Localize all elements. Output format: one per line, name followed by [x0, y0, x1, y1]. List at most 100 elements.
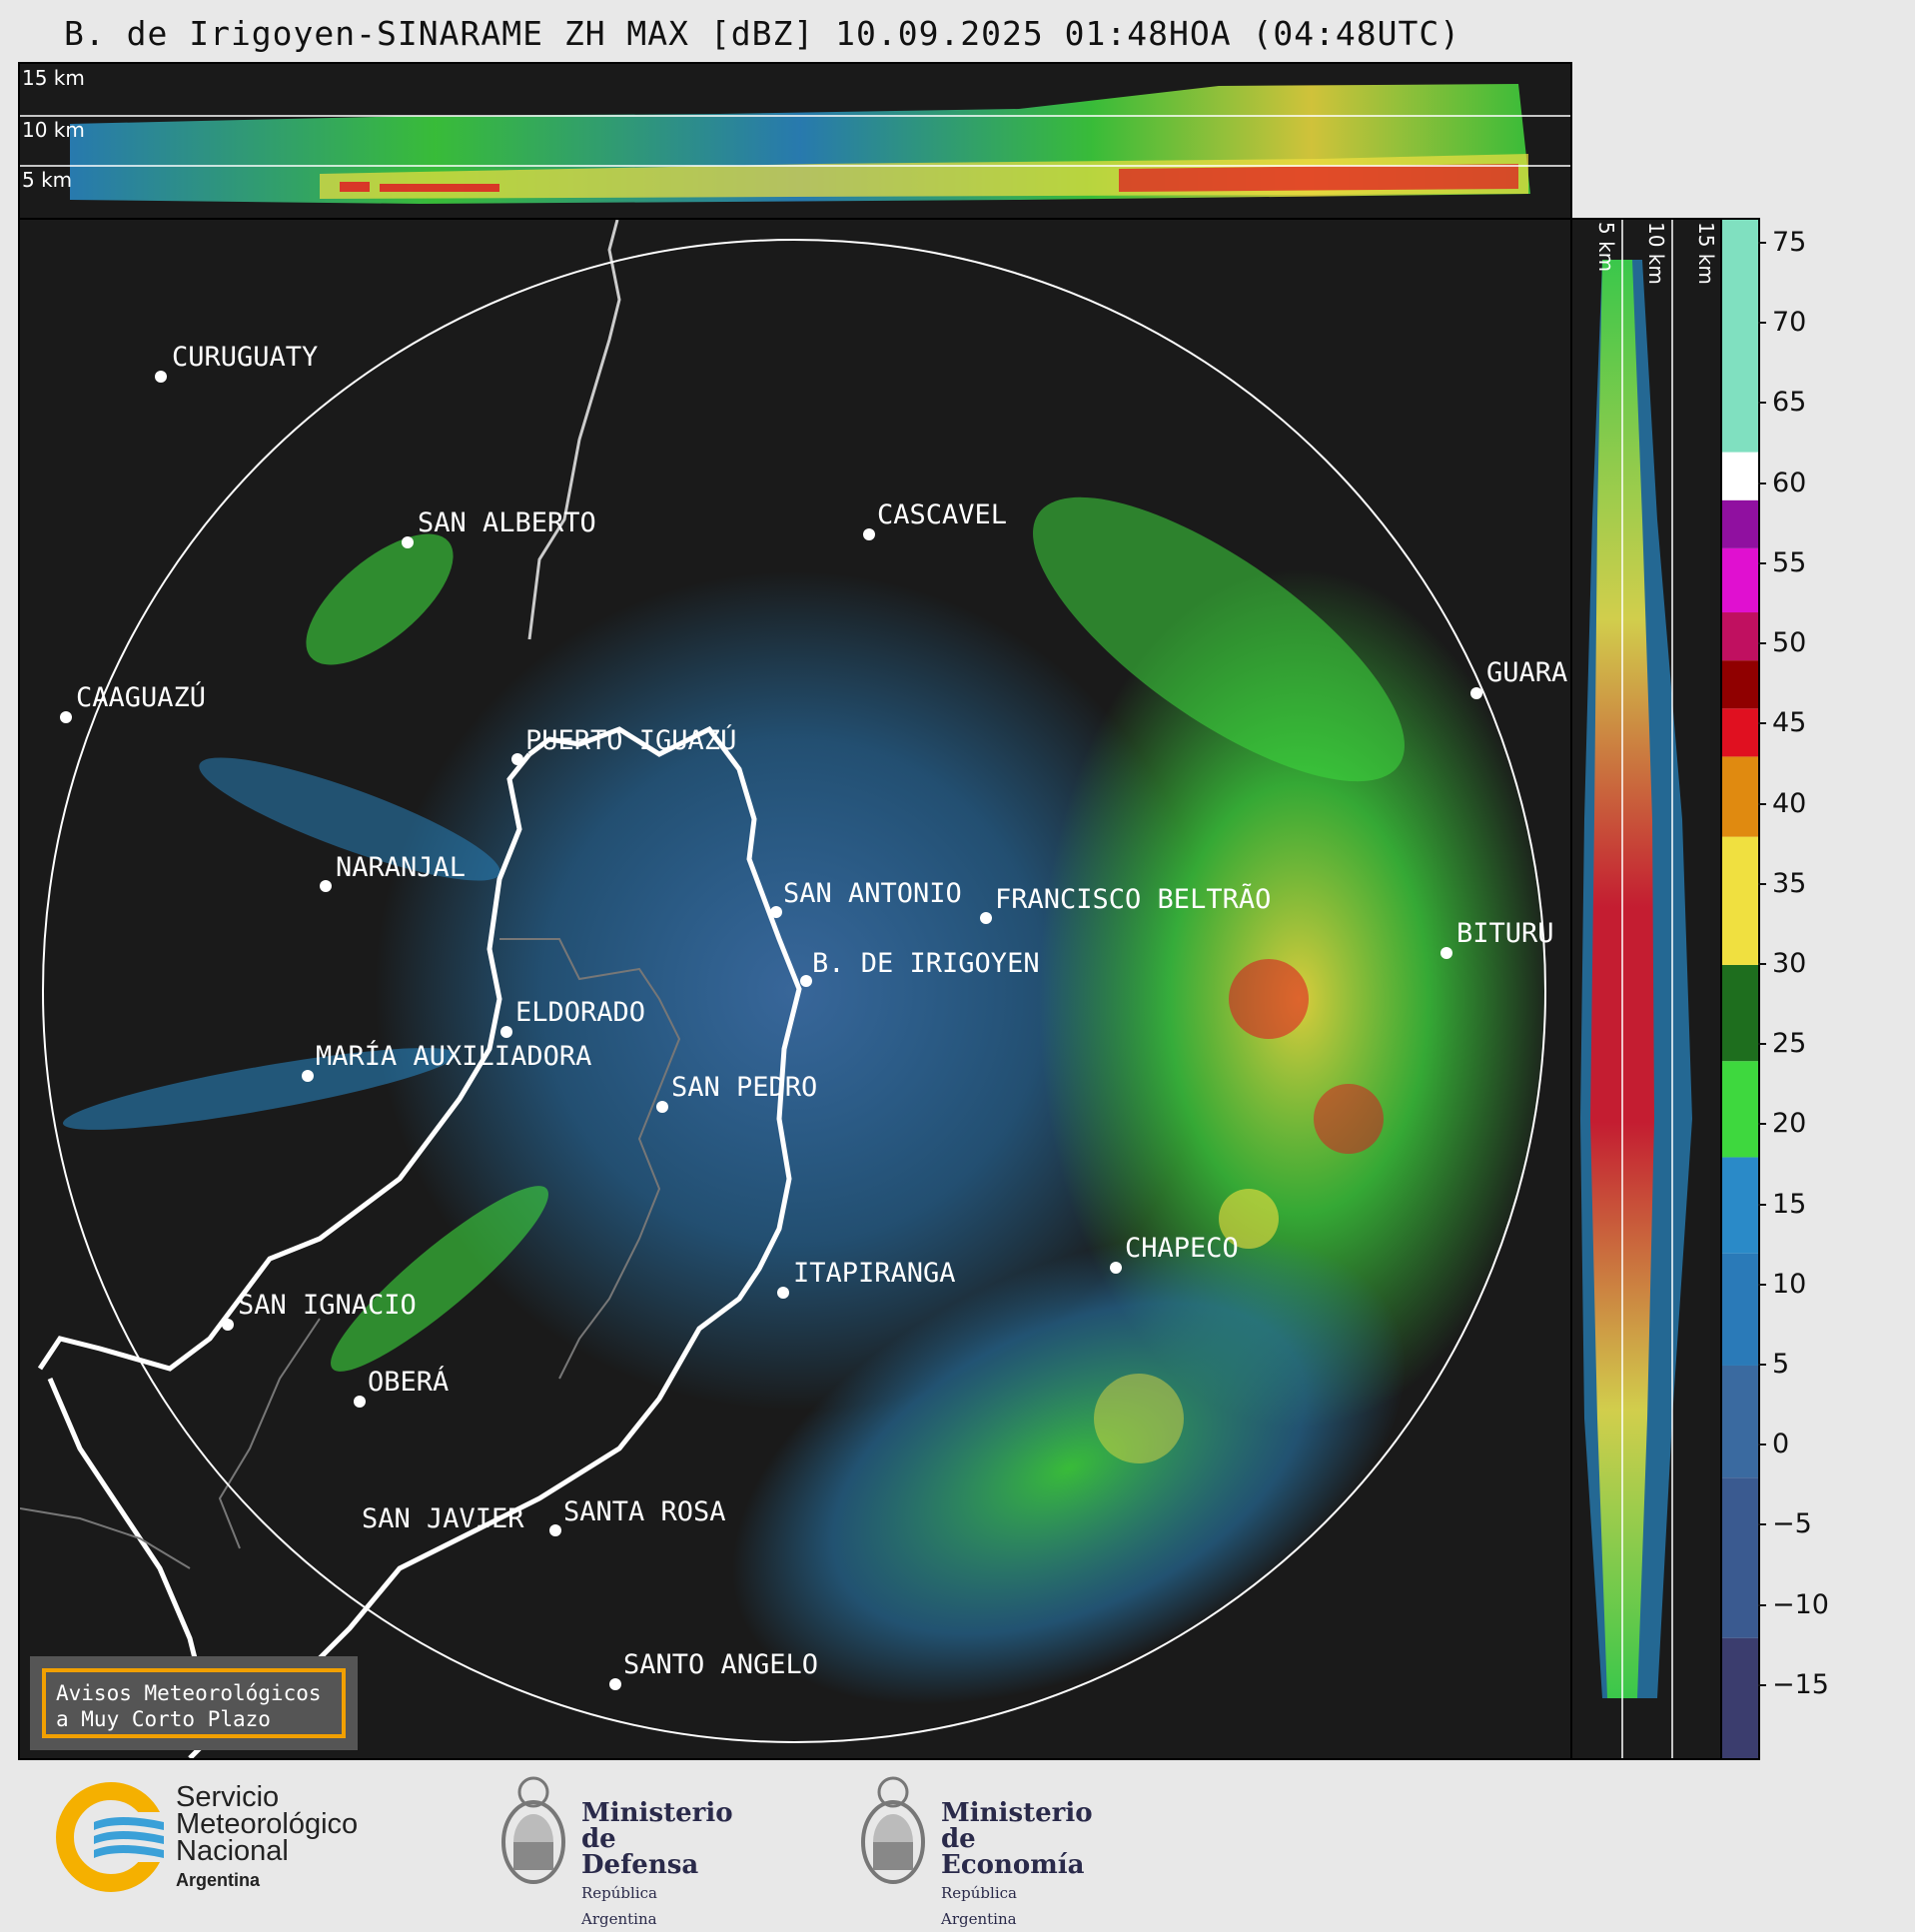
city-eldorado: ELDORADO — [515, 997, 645, 1028]
colorbar-tick-label: 45 — [1772, 707, 1807, 739]
defensa-line-2: de Defensa — [581, 1824, 699, 1880]
colorbar-tick-label: 40 — [1772, 787, 1807, 819]
colorbar-tick-mark — [1758, 642, 1766, 645]
colorbar-band — [1722, 836, 1758, 965]
economia-text: Ministerio de Economía República Argenti… — [941, 1800, 1093, 1932]
side-alt-label-15: 15 km — [1694, 222, 1718, 285]
colorbar-band — [1722, 1253, 1758, 1366]
colorbar-tick-mark — [1758, 402, 1766, 405]
colorbar-band — [1722, 547, 1758, 613]
colorbar-band — [1722, 708, 1758, 757]
colorbar-tick-label: 15 — [1772, 1188, 1807, 1220]
colorbar-ticks: 75 70 65 60 55 50 45 40 35 30 25 20 15 10 5 0 −5 −10 −15 — [1758, 218, 1858, 1756]
colorbar-tick-mark — [1758, 1363, 1766, 1366]
defensa-line-1: Ministerio — [581, 1798, 733, 1828]
colorbar-tick-mark — [1758, 1203, 1766, 1206]
defensa-text: Ministerio de Defensa República Argentin… — [581, 1800, 733, 1932]
colorbar-tick-label: 0 — [1772, 1429, 1790, 1460]
colorbar-tick-mark — [1758, 561, 1766, 564]
colorbar-band — [1722, 1365, 1758, 1478]
colorbar-tick-label: 65 — [1772, 387, 1807, 419]
colorbar — [1720, 218, 1760, 1760]
city-bituru: BITURU — [1456, 918, 1554, 949]
colorbar-tick-mark — [1758, 802, 1766, 805]
city-guara: GUARA — [1486, 657, 1567, 688]
colorbar-band — [1722, 660, 1758, 709]
city-caaguazu: CAAGUAZÚ — [76, 681, 206, 713]
city-maria-auxiliadora: MARÍA AUXILIADORA — [316, 1040, 591, 1072]
smn-line-4: Argentina — [176, 1870, 261, 1890]
smn-line-3: Nacional — [176, 1835, 289, 1867]
colorbar-tick-mark — [1758, 1683, 1766, 1686]
side-cross-section-graphic — [1580, 220, 1692, 1758]
colorbar-band — [1722, 756, 1758, 837]
colorbar-band — [1722, 220, 1758, 453]
city-san-pedro: SAN PEDRO — [671, 1072, 817, 1103]
side-alt-label-5: 5 km — [1594, 222, 1618, 273]
colorbar-tick-label: 70 — [1772, 307, 1807, 339]
radar-map-graphic: CURUGUATY SAN ALBERTO CASCAVEL CAAGUAZÚ … — [20, 220, 1567, 1758]
colorbar-tick-label: 25 — [1772, 1028, 1807, 1060]
coat-of-arms-icon — [861, 1776, 925, 1884]
side-alt-label-10: 10 km — [1644, 222, 1668, 285]
economia-line-3: República Argentina — [941, 1884, 1017, 1928]
colorbar-tick-label: 55 — [1772, 546, 1807, 578]
colorbar-tick-mark — [1758, 1123, 1766, 1126]
defensa-line-3: República Argentina — [581, 1884, 657, 1928]
smn-line-1: Servicio — [176, 1781, 280, 1813]
colorbar-tick-label: 20 — [1772, 1108, 1807, 1140]
colorbar-band — [1722, 1061, 1758, 1158]
smn-emblem-icon — [56, 1782, 166, 1892]
colorbar-tick-mark — [1758, 1444, 1766, 1447]
warning-box[interactable]: Avisos Meteorológicos a Muy Corto Plazo — [30, 1656, 358, 1750]
warning-line-2: a Muy Corto Plazo — [56, 1707, 271, 1731]
city-san-javier: SAN JAVIER — [362, 1503, 524, 1534]
colorbar-tick-mark — [1758, 1283, 1766, 1286]
city-francisco-beltrao: FRANCISCO BELTRÃO — [995, 883, 1271, 915]
top-alt-label-10: 10 km — [22, 118, 85, 142]
city-naranjal: NARANJAL — [336, 852, 466, 883]
colorbar-tick-label: 50 — [1772, 627, 1807, 659]
city-curuguaty: CURUGUATY — [172, 342, 318, 373]
top-alt-label-5: 5 km — [22, 168, 73, 192]
colorbar-tick-mark — [1758, 1603, 1766, 1606]
colorbar-tick-label: 35 — [1772, 867, 1807, 899]
colorbar-tick-mark — [1758, 1043, 1766, 1046]
footer: Servicio Meteorológico Nacional Argentin… — [0, 1760, 1915, 1928]
colorbar-tick-label: −5 — [1772, 1508, 1812, 1540]
colorbar-tick-label: 60 — [1772, 467, 1807, 498]
colorbar-tick-mark — [1758, 322, 1766, 325]
city-san-ignacio: SAN IGNACIO — [238, 1290, 417, 1321]
top-cross-section-panel: 15 km 10 km 5 km — [18, 62, 1572, 220]
colorbar-band — [1722, 1637, 1758, 1758]
top-alt-label-15: 15 km — [22, 66, 85, 90]
colorbar-band — [1722, 964, 1758, 1062]
warning-box-border: Avisos Meteorológicos a Muy Corto Plazo — [42, 1668, 346, 1738]
city-cascavel: CASCAVEL — [877, 499, 1007, 530]
city-itapiranga: ITAPIRANGA — [793, 1258, 956, 1289]
colorbar-band — [1722, 612, 1758, 661]
colorbar-tick-label: 5 — [1772, 1348, 1790, 1380]
city-san-antonio: SAN ANTONIO — [783, 878, 962, 909]
colorbar-tick-mark — [1758, 482, 1766, 484]
colorbar-tick-mark — [1758, 1523, 1766, 1526]
top-cross-section-graphic — [20, 84, 1570, 204]
smn-line-2: Meteorológico — [176, 1808, 359, 1840]
colorbar-tick-label: 75 — [1772, 227, 1807, 259]
economia-line-1: Ministerio — [941, 1798, 1093, 1828]
smn-text: Servicio Meteorológico Nacional Argentin… — [176, 1781, 359, 1894]
colorbar-tick-mark — [1758, 882, 1766, 885]
colorbar-tick-label: 30 — [1772, 947, 1807, 979]
warning-line-1: Avisos Meteorológicos — [56, 1681, 322, 1705]
colorbar-tick-mark — [1758, 242, 1766, 245]
city-chapeco: CHAPECO — [1125, 1233, 1239, 1264]
side-cross-section-panel: 5 km 10 km 15 km — [1570, 218, 1722, 1760]
city-markers — [60, 371, 1482, 1690]
city-santa-rosa: SANTA ROSA — [563, 1496, 726, 1527]
colorbar-band — [1722, 452, 1758, 500]
colorbar-band — [1722, 1157, 1758, 1254]
page-title: B. de Irigoyen-SINARAME ZH MAX [dBZ] 10.… — [64, 14, 1461, 53]
colorbar-tick-label: 10 — [1772, 1268, 1807, 1300]
colorbar-tick-label: −15 — [1772, 1668, 1829, 1700]
radar-map-panel: CURUGUATY SAN ALBERTO CASCAVEL CAAGUAZÚ … — [18, 218, 1572, 1760]
